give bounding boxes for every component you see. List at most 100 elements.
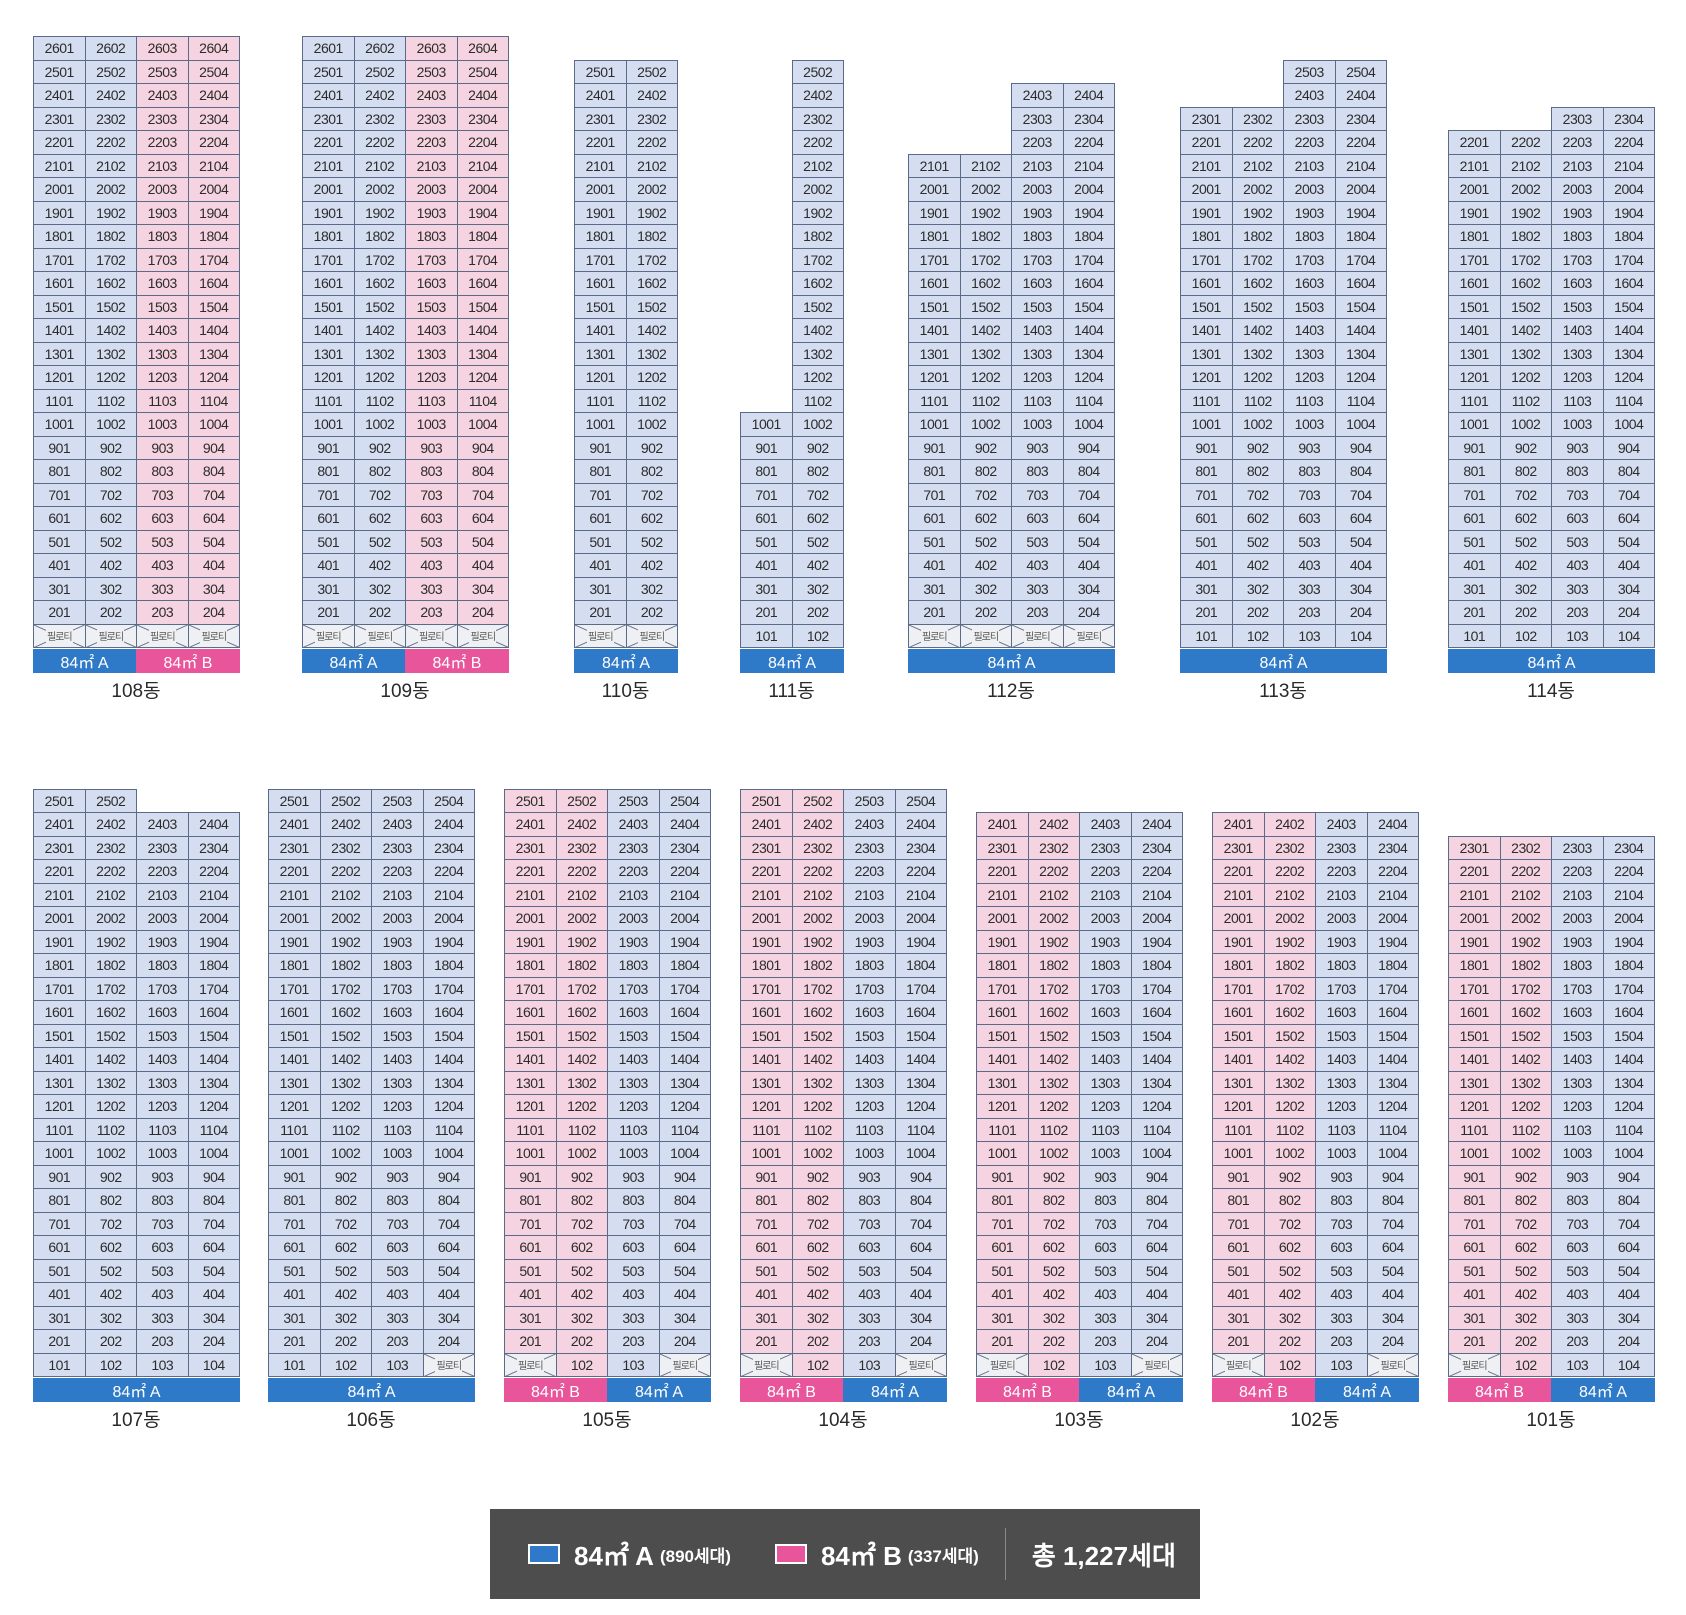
unit-cell: 1202	[319, 1094, 372, 1119]
unit-cell: 1804	[1602, 224, 1655, 249]
unit-cell: 1603	[371, 1000, 424, 1025]
unit-cell: 1201	[1448, 365, 1501, 390]
unit-cell: 702	[791, 482, 844, 507]
unit-cell: 202	[353, 600, 406, 625]
unit-cell: 2004	[1602, 906, 1655, 931]
unit-cell: 503	[607, 1258, 660, 1283]
unit-cell: 1601	[1212, 1000, 1265, 1025]
unit-cell: 304	[1130, 1305, 1183, 1330]
unit-cell: 504	[456, 529, 509, 554]
unit-cell: 1303	[136, 1070, 189, 1095]
unit-cell: 1901	[1448, 200, 1501, 225]
unit-cell: 504	[894, 1258, 947, 1283]
unit-cell: 1201	[33, 365, 86, 390]
unit-cell: 601	[1448, 1235, 1501, 1260]
unit-cell: 1404	[1366, 1047, 1419, 1072]
unit-cell: 1904	[422, 929, 475, 954]
unit-cell: 201	[1448, 1329, 1501, 1354]
unit-cell: 301	[268, 1305, 321, 1330]
unit-cell: 304	[1334, 576, 1387, 601]
unit-cell: 1402	[353, 318, 406, 343]
pilotis-cell: 필로티	[504, 1352, 557, 1377]
building-name: 112동	[987, 681, 1035, 702]
unit-cell: 1004	[456, 412, 509, 437]
unit-cell: 2302	[1499, 835, 1552, 860]
unit-cell: 904	[1130, 1164, 1183, 1189]
unit-cell: 2203	[1079, 859, 1132, 884]
unit-cell: 1704	[1602, 976, 1655, 1001]
unit-cell: 1501	[1448, 294, 1501, 319]
unit-cell: 2101	[1448, 882, 1501, 907]
unit-cell: 1504	[1366, 1023, 1419, 1048]
unit-cell: 2202	[84, 130, 137, 155]
unit-cell: 2001	[908, 177, 961, 202]
unit-cell: 1504	[1602, 1023, 1655, 1048]
unit-cell: 404	[456, 553, 509, 578]
unit-cell: 1503	[1551, 294, 1604, 319]
unit-cell: 1302	[555, 1070, 608, 1095]
unit-cell: 1901	[908, 200, 961, 225]
unit-cell: 1704	[658, 976, 711, 1001]
unit-cell: 401	[1212, 1282, 1265, 1307]
unit-cell: 1604	[1602, 271, 1655, 296]
unit-cell: 1703	[1011, 247, 1064, 272]
unit-cell: 1903	[607, 929, 660, 954]
unit-cell: 1203	[1551, 1094, 1604, 1119]
unit-cell: 201	[908, 600, 961, 625]
unit-cell: 2304	[422, 835, 475, 860]
unit-cell: 402	[84, 1282, 137, 1307]
unit-cell: 2203	[136, 130, 189, 155]
unit-cell: 2101	[1212, 882, 1265, 907]
unit-cell: 603	[1551, 1235, 1604, 1260]
unit-cell: 504	[1130, 1258, 1183, 1283]
type-bar: 84㎡ B 84㎡ A	[1448, 1378, 1655, 1402]
unit-cell: 2001	[1180, 177, 1233, 202]
unit-cell: 1502	[1499, 1023, 1552, 1048]
unit-cell: 2003	[607, 906, 660, 931]
unit-cell: 2503	[843, 788, 896, 813]
unit-cell: 1802	[1263, 953, 1316, 978]
unit-cell: 2102	[791, 882, 844, 907]
unit-cell: 2203	[607, 859, 660, 884]
unit-cell: 1601	[33, 1000, 86, 1025]
unit-cell: 1403	[405, 318, 458, 343]
unit-cell: 201	[1212, 1329, 1265, 1354]
unit-cell: 601	[268, 1235, 321, 1260]
unit-cell: 601	[302, 506, 355, 531]
pilotis-label: 필로티	[417, 628, 445, 644]
unit-cell: 1303	[1079, 1070, 1132, 1095]
unit-cell: 303	[1551, 576, 1604, 601]
pilotis-label: 필로티	[200, 628, 228, 644]
unit-cell: 2304	[658, 835, 711, 860]
unit-cell: 803	[1315, 1188, 1368, 1213]
unit-cell: 2203	[1315, 859, 1368, 884]
unit-cell: 701	[740, 482, 793, 507]
unit-cell: 303	[1551, 1305, 1604, 1330]
unit-cell: 601	[33, 1235, 86, 1260]
unit-cell: 2201	[574, 130, 627, 155]
unit-cell: 902	[1499, 1164, 1552, 1189]
unit-cell: 1301	[268, 1070, 321, 1095]
unit-cell: 2304	[1602, 835, 1655, 860]
unit-cell: 2002	[353, 177, 406, 202]
unit-cell: 103	[1551, 623, 1604, 648]
unit-cell: 503	[1011, 529, 1064, 554]
unit-cell: 501	[1180, 529, 1233, 554]
unit-cell: 702	[1231, 482, 1284, 507]
unit-cell: 2202	[1263, 859, 1316, 884]
unit-cell: 1304	[1602, 1070, 1655, 1095]
unit-cell: 303	[1011, 576, 1064, 601]
unit-cell: 1002	[959, 412, 1012, 437]
unit-cell: 804	[1130, 1188, 1183, 1213]
unit-cell: 1501	[1180, 294, 1233, 319]
unit-cell: 1302	[84, 341, 137, 366]
unit-cell: 1703	[1551, 976, 1604, 1001]
unit-cell: 1604	[187, 271, 240, 296]
unit-cell: 1704	[894, 976, 947, 1001]
unit-cell: 201	[1180, 600, 1233, 625]
legend-count-a: (890세대)	[659, 1546, 731, 1566]
unit-cell: 902	[353, 435, 406, 460]
unit-cell: 1402	[1499, 1047, 1552, 1072]
unit-cell: 601	[740, 506, 793, 531]
unit-cell: 1002	[791, 412, 844, 437]
